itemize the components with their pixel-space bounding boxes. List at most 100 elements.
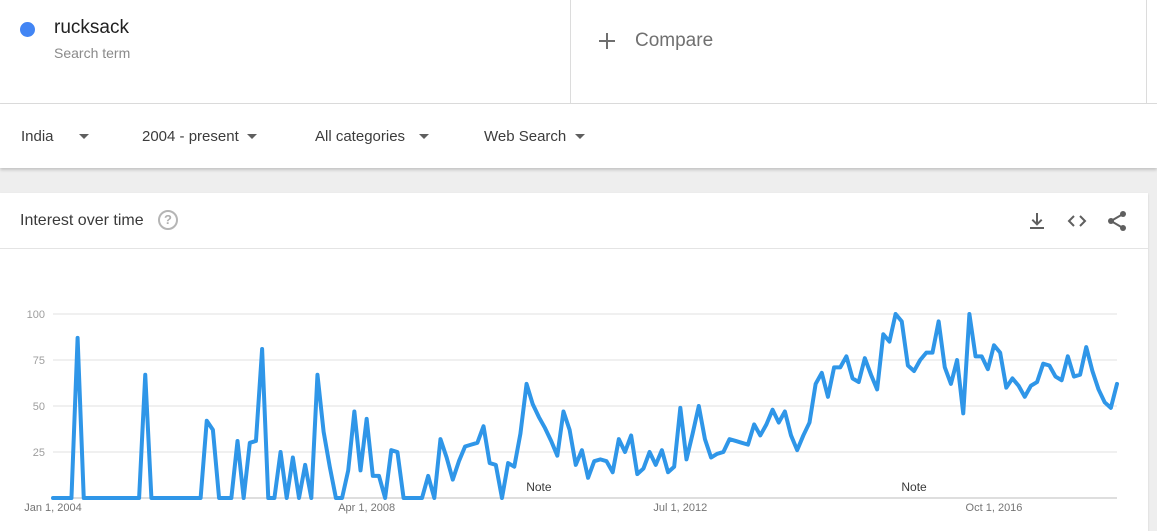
data-point: [457, 460, 460, 463]
data-point: [906, 364, 909, 367]
data-point: [470, 443, 473, 446]
data-point: [1091, 369, 1094, 372]
data-point: [562, 410, 565, 413]
data-point: [722, 450, 725, 453]
data-point: [279, 450, 282, 453]
data-point: [261, 347, 264, 350]
data-point: [999, 351, 1002, 354]
region-filter-label: India: [21, 127, 54, 145]
divider: [1146, 0, 1147, 103]
data-point: [623, 450, 626, 453]
data-point: [1005, 386, 1008, 389]
data-point: [58, 496, 61, 499]
data-point: [1085, 346, 1088, 349]
data-point: [1115, 382, 1118, 385]
data-point: [882, 333, 885, 336]
data-point: [476, 441, 479, 444]
data-point: [691, 432, 694, 435]
data-point: [580, 449, 583, 452]
data-point: [955, 358, 958, 361]
y-tick-label: 25: [33, 447, 45, 459]
data-point: [900, 320, 903, 323]
data-point: [384, 496, 387, 499]
data-point: [181, 496, 184, 499]
chevron-down-icon: [246, 133, 257, 139]
data-point: [445, 456, 448, 459]
data-point: [107, 496, 110, 499]
data-point: [463, 445, 466, 448]
data-point: [839, 366, 842, 369]
data-point: [1066, 355, 1069, 358]
embed-code-icon[interactable]: [1065, 209, 1089, 233]
data-point: [642, 467, 645, 470]
data-point: [230, 496, 233, 499]
x-tick-label: Apr 1, 2008: [338, 502, 395, 514]
time-range-filter-label: 2004 - present: [142, 127, 239, 145]
data-point: [70, 496, 73, 499]
data-point: [734, 439, 737, 442]
data-point: [334, 496, 337, 499]
data-point: [654, 463, 657, 466]
region-filter[interactable]: India: [21, 104, 89, 168]
data-point: [353, 410, 356, 413]
data-point: [962, 412, 965, 415]
data-point: [550, 439, 553, 442]
data-point: [611, 471, 614, 474]
data-point: [519, 432, 522, 435]
search-type-filter[interactable]: Web Search: [484, 104, 586, 168]
x-tick-label: Jul 1, 2012: [653, 502, 707, 514]
data-point: [1048, 364, 1051, 367]
series-line: [51, 312, 1119, 500]
data-point: [703, 438, 706, 441]
data-point: [310, 496, 313, 499]
data-point: [125, 496, 128, 499]
data-point: [414, 496, 417, 499]
time-range-filter[interactable]: 2004 - present: [142, 104, 257, 168]
data-point: [236, 439, 239, 442]
data-point: [51, 496, 54, 499]
data-point: [986, 368, 989, 371]
chevron-down-icon: [78, 133, 89, 139]
data-point: [1060, 379, 1063, 382]
data-point: [777, 421, 780, 424]
compare-label: Compare: [635, 30, 714, 51]
data-point: [439, 438, 442, 441]
data-point: [267, 496, 270, 499]
data-point: [162, 496, 165, 499]
data-point: [543, 426, 546, 429]
compare-button[interactable]: Compare: [597, 26, 713, 56]
data-point: [1042, 362, 1045, 365]
share-icon[interactable]: [1105, 209, 1129, 233]
data-point: [211, 428, 214, 431]
plus-icon: [597, 31, 617, 51]
download-icon[interactable]: [1025, 209, 1049, 233]
data-point: [254, 439, 257, 442]
data-point: [150, 496, 153, 499]
y-tick-label: 50: [33, 401, 45, 413]
data-point: [679, 406, 682, 409]
search-term-card[interactable]: rucksack Search term: [0, 0, 571, 103]
y-tick-label: 100: [27, 309, 45, 321]
data-point: [1029, 384, 1032, 387]
data-point: [919, 358, 922, 361]
category-filter[interactable]: All categories: [315, 104, 430, 168]
data-point: [943, 366, 946, 369]
help-icon[interactable]: ?: [158, 210, 178, 230]
data-point: [925, 351, 928, 354]
data-point: [420, 496, 423, 499]
data-point: [359, 469, 362, 472]
data-point: [76, 336, 79, 339]
data-point: [328, 465, 331, 468]
data-point: [507, 461, 510, 464]
data-point: [248, 441, 251, 444]
data-point: [1103, 401, 1106, 404]
search-term-name[interactable]: rucksack: [54, 17, 129, 38]
data-point: [1097, 388, 1100, 391]
data-point: [1072, 375, 1075, 378]
data-point: [531, 403, 534, 406]
data-point: [285, 496, 288, 499]
data-point: [888, 340, 891, 343]
data-point: [949, 382, 952, 385]
data-point: [820, 371, 823, 374]
data-point: [894, 312, 897, 315]
